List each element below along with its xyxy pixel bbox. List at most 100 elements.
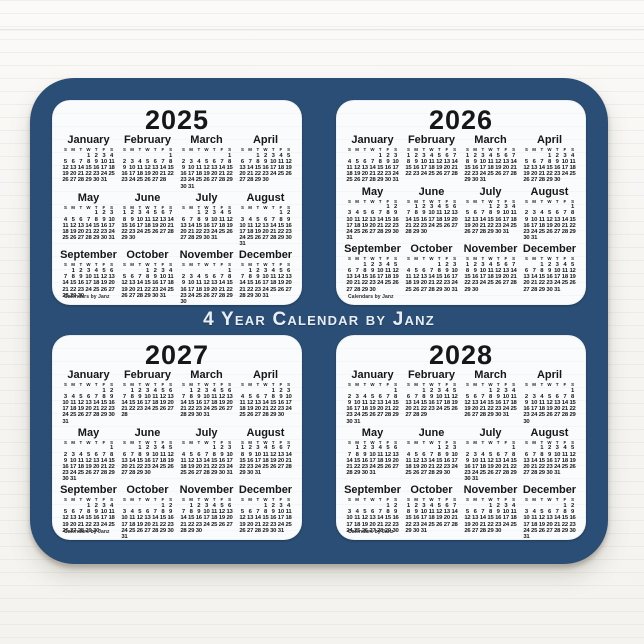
day-cell: 3 [437,387,441,394]
day-cell: 12 [226,216,233,223]
day-cell: 23 [195,521,202,528]
day-cell: 2 [547,445,552,452]
day-cell: 6 [547,509,552,516]
day-cell: 17 [420,515,427,522]
day-cell: 13 [70,515,77,522]
month-calendar: May S M T W T F S 1 2 3 4 5 6 7 8 9 10 11 12 13 14 15 16 17 18 19 2… [60,192,117,248]
day-cell: 5 [496,261,500,268]
day-cell: 10 [285,393,292,400]
day-cell: 11 [70,399,77,406]
day-cell: 10 [129,164,136,171]
day-cell: 4 [130,509,134,516]
weekday-letter: S [181,262,185,268]
day-cell: 19 [384,457,391,464]
day-cell: 5 [63,509,67,516]
day-cell: 1 [355,445,359,452]
day-cell: 11 [538,399,545,406]
day-cell: 21 [510,274,517,281]
month-calendar: August S M T W T F S 1 2 3 4 5 6 7 8 9 10 11 12 13 14 15 16 17 18… [237,427,294,483]
day-cell: 5 [204,158,209,165]
day-cell: 30 [62,476,69,483]
month-calendar: February S M T W T F S 1 2 3 4 5 6 7 8 9 10 11 12 13 14 15 16 17… [119,370,176,425]
day-cell: 18 [405,280,412,287]
weekday-letter: M [130,439,134,445]
day-cell: 4 [445,387,449,394]
day-cell: 20 [70,521,77,528]
day-cell: 20 [285,280,292,287]
weekday-letter: M [130,147,134,152]
day-cell: 7 [540,158,544,165]
day-cell: 1 [571,204,575,211]
weekday-letter: T [153,497,157,503]
day-cell: 9 [181,280,185,287]
day-cell: 21 [413,406,420,413]
day-cell: 12 [392,268,399,275]
day-cell: 6 [370,509,375,516]
day-cell: 18 [443,399,450,406]
day-cell: 16 [195,515,202,522]
day-cell: 14 [203,457,210,464]
day-cell: 4 [571,152,575,159]
weekday-letter: M [355,497,359,503]
day-cell: 18 [384,274,391,281]
day-cell: 27 [262,235,269,242]
day-cell: 6 [473,393,477,400]
day-cell: 15 [226,280,233,287]
day-cell: 10 [62,399,69,406]
day-cell: 25 [405,286,412,293]
day-cell: 10 [226,451,233,458]
day-cell: 2 [547,261,552,268]
weekday-letter: S [122,204,126,210]
day-cell: 15 [361,274,368,281]
day-cell: 30 [180,298,187,305]
day-cell: 6 [473,509,477,516]
day-cell: 26 [361,228,368,235]
day-cell: 30 [129,235,136,242]
weekday-letter: T [79,147,83,152]
day-cell: 18 [361,406,368,413]
month-calendar: August S M T W T F S 1 2 3 4 5 6 7 8 9 10 11 12 13 14 15 16 17 18… [521,186,578,242]
day-cell: 16 [152,280,159,287]
day-cell: 12 [62,164,69,171]
day-cell: 21 [346,463,353,470]
weekday-letter: M [130,497,134,503]
day-cell: 18 [436,216,443,223]
day-cell: 30 [413,527,420,534]
weekday-letter: S [287,262,291,268]
day-cell: 9 [394,210,398,217]
weekday-letter: S [465,198,469,204]
day-cell: 7 [453,152,457,159]
day-cell: 24 [159,286,166,293]
day-cell: 1 [488,204,493,211]
day-cell: 5 [465,210,469,217]
day-cell: 4 [563,261,567,268]
day-grid: 1 2 3 4 5 6 7 8 9 10 11 12 13 14 15 16 17 18 19 20 21 22 23 24 2… [346,153,400,184]
day-cell: 18 [569,164,576,171]
day-cell: 8 [414,210,418,217]
day-cell: 10 [354,399,361,406]
day-cell: 3 [378,261,382,268]
day-cell: 15 [384,515,391,522]
day-cell: 21 [538,171,545,178]
day-cell: 7 [79,158,83,165]
day-cell: 23 [144,463,151,470]
day-cell: 19 [62,171,69,178]
day-cell: 13 [144,515,151,522]
day-cell: 21 [384,406,391,413]
day-cell: 11 [180,457,187,464]
day-cell: 7 [555,509,559,516]
day-cell: 3 [279,503,283,510]
day-cell: 9 [169,509,173,516]
day-cell: 19 [464,521,471,528]
day-cell: 5 [63,158,67,165]
day-cell: 23 [523,412,530,419]
day-cell: 21 [428,463,435,470]
day-cell: 11 [285,509,292,516]
day-cell: 26 [495,280,502,287]
day-cell: 17 [262,280,269,287]
day-cell: 8 [110,451,114,458]
day-cell: 12 [569,451,576,458]
day-cell: 8 [145,274,150,281]
